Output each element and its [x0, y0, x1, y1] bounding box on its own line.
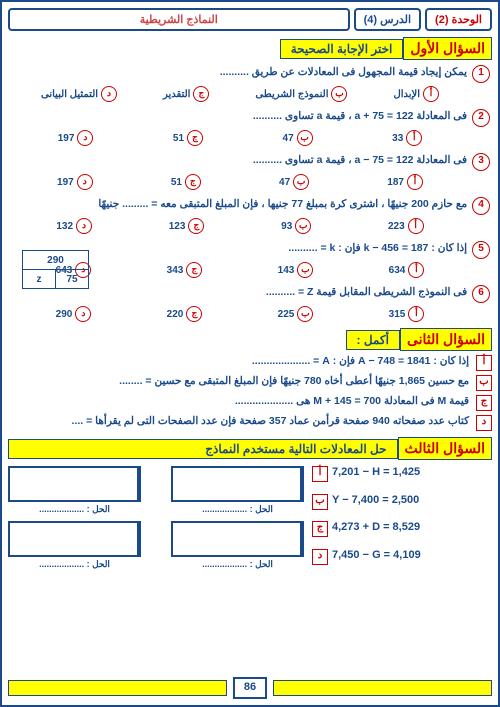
- q1-options: أالإبدالبالنموذج الشريطىجالتقديردالتمثيل…: [18, 86, 462, 102]
- q3-label: السؤال الثالث: [398, 437, 493, 460]
- q1-instr: اختر الإجابة الصحيحة: [280, 39, 404, 59]
- q1-item: 4 مع حازم 200 جنيهًا ، اشترى كرة بمبلغ 7…: [8, 196, 492, 215]
- q2-label: السؤال الثانى: [400, 328, 492, 351]
- q1-options: أ187ب47ج51د197: [18, 174, 462, 190]
- q2-instr: أكمل :: [346, 330, 400, 350]
- q3-instr: حل المعادلات التالية مستخدم النماذج: [8, 439, 398, 459]
- lesson-box: الدرس (4): [354, 8, 421, 31]
- q1-options: أ315ب225ج220د290: [18, 306, 462, 322]
- q3-row: أ7,201 − H = 1,425بY − 7,400 = 2,500الحل…: [8, 466, 492, 515]
- q2-item: ج قيمة M فى المعادلة 700 = M + 145 هى ..…: [8, 395, 492, 411]
- q1-options: أ33ب47ج51د197: [18, 130, 462, 146]
- page-num: 86: [233, 677, 267, 699]
- q1-label: السؤال الأول: [403, 37, 492, 60]
- z-table: 290 75z: [22, 250, 89, 289]
- q2-item: أ إذا كان : 1841 = 748 − A فإن : A = ...…: [8, 355, 492, 371]
- q2-item: د كتاب عدد صفحاته 940 صفحة قرأمن عماد 35…: [8, 415, 492, 431]
- q1-item: 1 يمكن إيجاد قيمة المجهول فى المعادلات ع…: [8, 64, 492, 83]
- q1-item: 2 فى المعادلة 122 = 75 + a ، قيمة a تساو…: [8, 108, 492, 127]
- q3-row: ج4,273 + D = 8,529د7,450 − G = 4,109الحل…: [8, 521, 492, 570]
- q1-options: أ223ب93ج123د132: [18, 218, 462, 234]
- q2-item: ب مع حسين 1,865 جنيهًا أعطى أخاه 780 جني…: [8, 375, 492, 391]
- q1-item: 3 فى المعادلة 122 = 75 − a ، قيمة a تساو…: [8, 152, 492, 171]
- unit-box: الوحدة (2): [425, 8, 492, 31]
- footer: 86: [8, 677, 492, 699]
- title-box: النماذج الشريطية: [8, 8, 350, 31]
